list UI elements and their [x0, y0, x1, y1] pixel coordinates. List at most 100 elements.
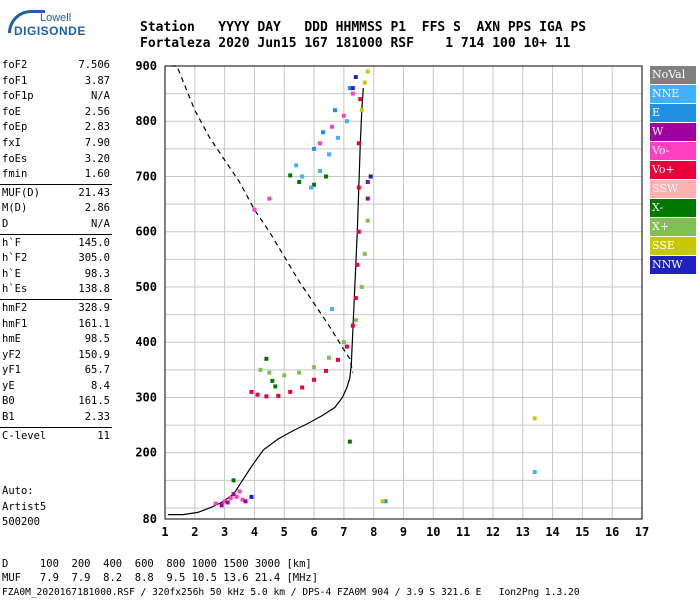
parameter-value: 2.83 — [84, 121, 110, 134]
x-tick-label: 1 — [161, 525, 168, 539]
echo-point — [237, 489, 242, 494]
autoscaling-info: Auto: Artist5 500200 — [2, 484, 46, 531]
parameter-value: 98.3 — [84, 267, 110, 280]
echo-point — [300, 385, 305, 390]
parameter-value: 65.7 — [84, 364, 110, 377]
y-tick-label: 700 — [135, 169, 157, 183]
y-tick-label: 800 — [135, 114, 157, 128]
echo-point — [312, 365, 317, 370]
echo-point — [234, 494, 239, 499]
echo-point — [309, 185, 314, 190]
echo-point — [225, 500, 230, 505]
echo-point — [267, 196, 272, 201]
legend-item: X+ — [650, 218, 696, 236]
echo-point — [353, 75, 358, 80]
legend-item: Vo+ — [650, 161, 696, 179]
parameter-row: hmE 98.5 — [0, 332, 112, 348]
echo-point — [258, 367, 263, 372]
echo-point — [362, 80, 367, 85]
parameter-row: yE 8.4 — [0, 379, 112, 395]
echo-point — [252, 207, 257, 212]
parameter-name: h`F2 — [2, 252, 28, 265]
y-tick-label: 600 — [135, 225, 157, 239]
echo-point — [312, 182, 317, 187]
parameter-name: foF2 — [2, 59, 28, 71]
y-tick-label: 200 — [135, 446, 157, 460]
echo-point — [335, 357, 340, 362]
echo-point — [359, 284, 364, 289]
legend-item: NNW — [650, 256, 696, 274]
echo-point — [358, 97, 363, 102]
parameter-row: B1 2.33 — [0, 410, 112, 426]
x-tick-label: 4 — [251, 525, 258, 539]
parameter-value: 328.9 — [78, 301, 110, 314]
echo-point — [365, 218, 370, 223]
parameter-separator — [0, 298, 112, 300]
parameter-row: h`E 98.3 — [0, 267, 112, 283]
x-tick-label: 6 — [310, 525, 317, 539]
echo-point — [326, 355, 331, 360]
echo-point — [335, 135, 340, 140]
polarization-legend: NoVal NNE E W Vo- Vo+ SSW X- X+ SSE NNW — [650, 66, 696, 275]
echo-point — [312, 377, 317, 382]
parameter-value: N/A — [91, 217, 110, 230]
echo-point — [255, 392, 260, 397]
parameter-value: N/A — [91, 90, 110, 103]
parameter-value: 3.87 — [84, 74, 110, 87]
echo-point — [288, 173, 293, 178]
parameter-name: foE — [2, 105, 21, 118]
x-tick-label: 10 — [426, 525, 440, 539]
parameter-name: hmE — [2, 333, 21, 346]
x-tick-label: 7 — [340, 525, 347, 539]
echo-point — [341, 113, 346, 118]
echo-point — [300, 174, 305, 179]
echo-point — [368, 174, 373, 179]
echo-point — [323, 368, 328, 373]
legend-item: X- — [650, 199, 696, 217]
x-tick-label: 15 — [575, 525, 589, 539]
electron-density-profile — [168, 88, 364, 516]
echo-point — [321, 130, 326, 135]
parameter-separator — [0, 233, 112, 235]
parameter-value: 161.5 — [78, 395, 110, 408]
legend-item: E — [650, 104, 696, 122]
echo-point — [231, 478, 236, 483]
parameter-name: B0 — [2, 395, 15, 408]
echo-point — [329, 124, 334, 129]
parameter-value: 7.506 — [78, 59, 110, 71]
echo-point — [353, 296, 358, 301]
echo-point — [270, 378, 275, 383]
echo-point — [231, 492, 236, 497]
echo-point — [332, 108, 337, 113]
parameter-name: foF1p — [2, 90, 34, 103]
echo-point — [341, 340, 346, 345]
echo-point — [318, 168, 323, 173]
parameter-row: h`F 145.0 — [0, 236, 112, 252]
parameter-value: 3.20 — [84, 152, 110, 165]
auto-software: Artist5 — [2, 500, 47, 513]
parameter-value: 2.86 — [84, 202, 110, 215]
header-labels: Station YYYY DAY DDD HHMMSS P1 FFS S AXN… — [140, 20, 587, 35]
parameter-row: yF1 65.7 — [0, 363, 112, 379]
profile-dashed-curve — [171, 65, 354, 373]
parameter-row: foF1 3.87 — [0, 74, 112, 90]
echo-point — [350, 91, 355, 96]
logo-main-text: DIGISONDE — [14, 24, 86, 38]
x-tick-label: 3 — [221, 525, 228, 539]
parameter-row: foEs 3.20 — [0, 152, 112, 168]
legend-item: Vo- — [650, 142, 696, 160]
parameter-name: B1 — [2, 411, 15, 424]
footer-file-info: FZA0M_2020167181000.RSF / 320fx256h 50 k… — [2, 587, 580, 598]
y-tick-label: 500 — [135, 280, 157, 294]
x-tick-label: 5 — [281, 525, 288, 539]
echo-point — [219, 503, 224, 508]
parameter-row: B0 161.5 — [0, 394, 112, 410]
footer-muf-row: MUF 7.9 7.9 8.2 8.8 9.5 10.5 13.6 21.4 [… — [2, 572, 319, 584]
echo-point — [344, 344, 349, 349]
parameter-name: foEp — [2, 121, 28, 134]
echo-point — [326, 152, 331, 157]
parameter-row: fxI 7.90 — [0, 136, 112, 152]
echo-point — [282, 373, 287, 378]
parameter-name: D — [2, 217, 9, 230]
